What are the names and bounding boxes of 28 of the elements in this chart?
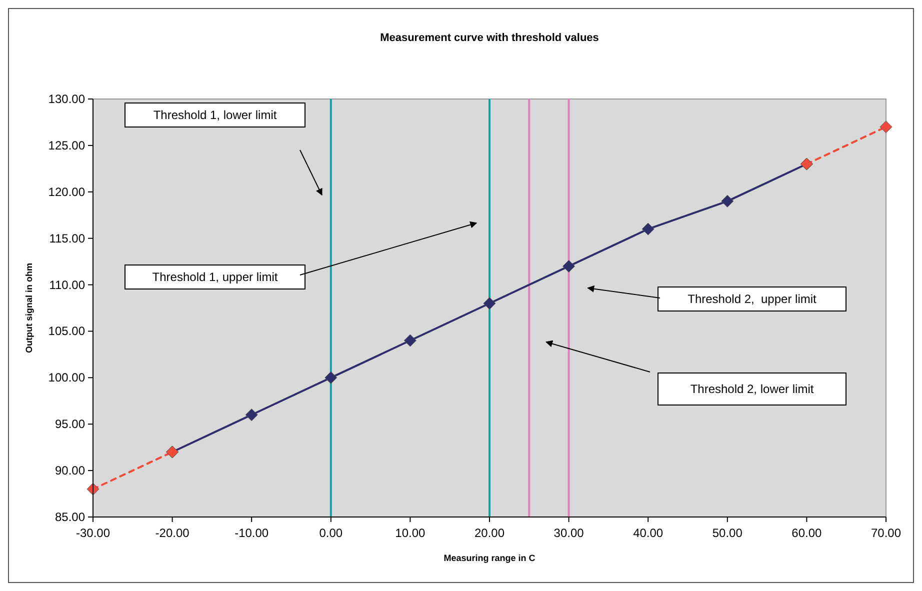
x-tick-label: 10.00: [395, 526, 426, 540]
y-tick-label: 120.00: [48, 184, 86, 199]
annotation: Threshold 1, lower limit: [153, 108, 278, 122]
y-tick-label: 105.00: [48, 324, 86, 338]
y-tick-label: 95.00: [54, 417, 86, 432]
y-tick-label: 100.00: [48, 370, 86, 385]
x-tick-label: 0.00: [319, 526, 343, 540]
x-tick-label: 40.00: [633, 526, 664, 540]
x-tick-label: 70.00: [870, 526, 902, 540]
x-tick-label: -10.00: [234, 526, 269, 540]
y-tick-label: 110.00: [49, 278, 86, 292]
y-tick-label: 90.00: [54, 464, 86, 478]
y-axis-title: Output signal in ohm: [24, 263, 34, 353]
y-tick-label: 115.00: [49, 231, 86, 246]
x-tick-label: 50.00: [712, 526, 743, 540]
annotation: Threshold 1, upper limit: [152, 270, 278, 284]
x-axis-title: Measuring range in C: [444, 553, 536, 563]
annotation: Threshold 2, upper limit: [688, 292, 818, 306]
x-tick-label: -30.00: [76, 526, 110, 540]
y-tick-label: 130.00: [48, 92, 86, 106]
chart-title: Measurement curve with threshold values: [380, 32, 599, 44]
annotation: Threshold 2, lower limit: [690, 382, 814, 396]
x-tick-label: -20.00: [155, 526, 190, 540]
x-tick-label: 30.00: [554, 526, 584, 540]
x-tick-label: 60.00: [792, 526, 822, 540]
x-tick-label: 20.00: [474, 526, 505, 540]
y-tick-label: 85.00: [54, 510, 86, 524]
y-tick-label: 125.00: [48, 138, 86, 152]
